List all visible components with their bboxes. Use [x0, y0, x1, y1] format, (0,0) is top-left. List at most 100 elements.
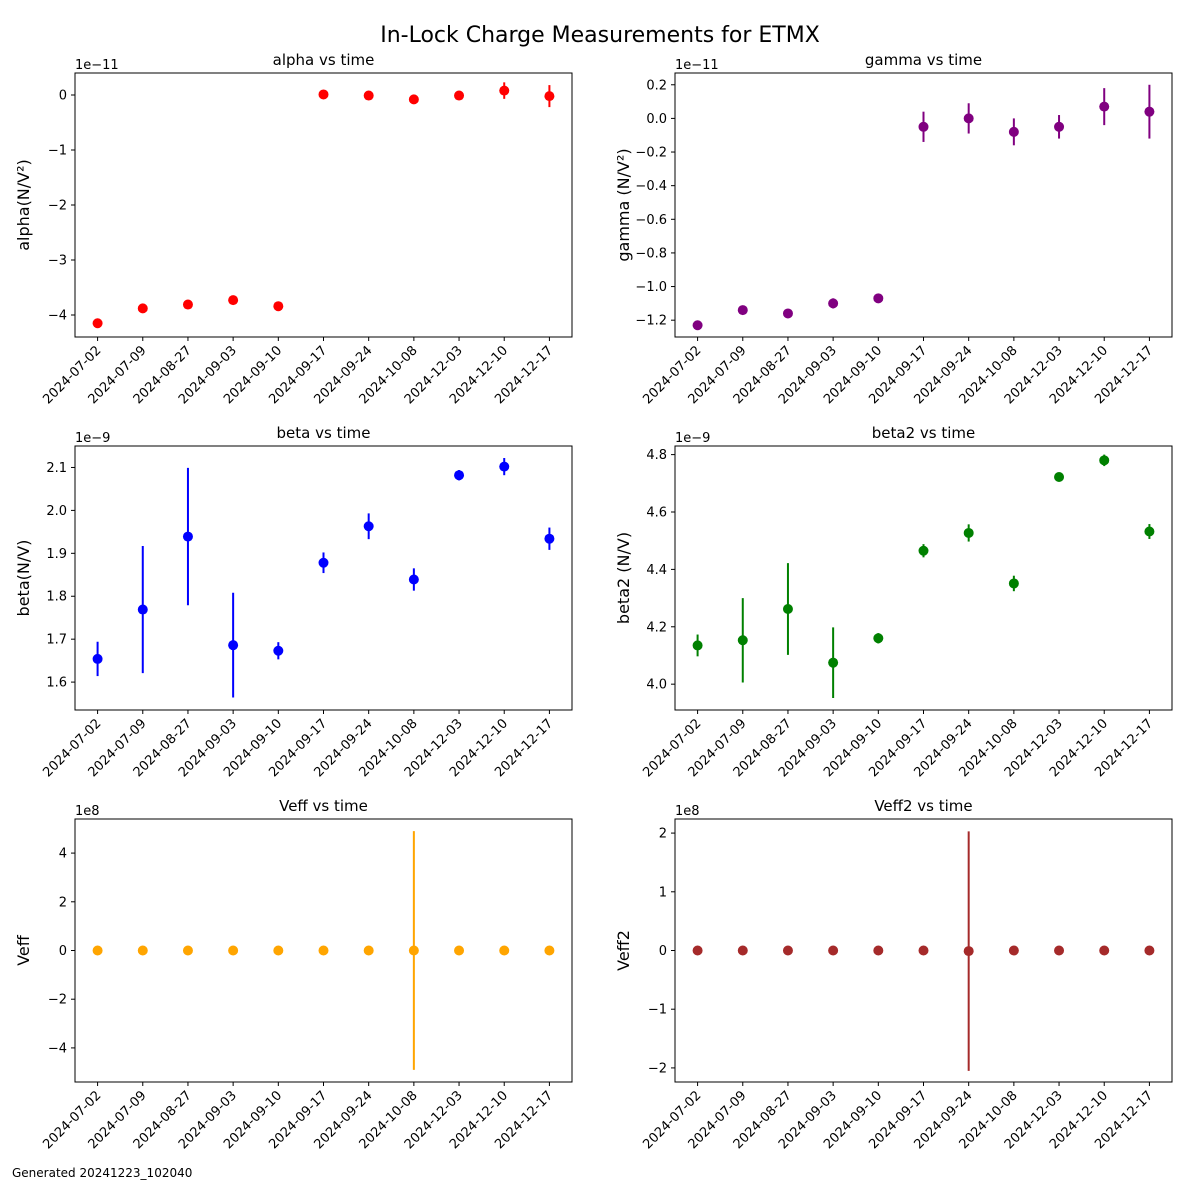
data-point — [1008, 945, 1019, 956]
data-point — [737, 305, 748, 316]
subplot-title: Veff vs time — [279, 797, 368, 815]
y-tick-label: 2.1 — [46, 461, 67, 476]
data-point — [692, 320, 703, 331]
data-point — [228, 640, 239, 651]
y-axis-label: Veff2 — [614, 930, 633, 971]
subplot-4: beta2 vs time 1e−9 4.0 4.2 4.4 4.6 4.8 beta2 (N… — [614, 424, 1173, 780]
data-point — [408, 94, 419, 105]
subplot-title: Veff2 vs time — [874, 797, 972, 815]
data-point — [692, 640, 703, 651]
y-tick-label: −1 — [648, 1003, 667, 1018]
axis-offset-label: 1e−9 — [75, 431, 110, 446]
y-axis-label: beta(N/V) — [14, 540, 33, 617]
axis-offset-label: 1e−9 — [675, 431, 710, 446]
data-point — [408, 574, 419, 585]
y-tick-label: 4.4 — [646, 563, 667, 578]
y-axis-label: beta2 (N/V) — [614, 532, 633, 624]
data-point — [408, 945, 419, 956]
data-point — [182, 299, 193, 310]
y-tick-label: 4.8 — [646, 448, 667, 463]
data-point — [1008, 126, 1019, 137]
y-tick-label: −0.2 — [635, 146, 667, 161]
data-point — [273, 645, 284, 656]
y-tick-label: 0 — [59, 944, 67, 959]
y-tick-label: 0.2 — [646, 78, 667, 93]
data-point — [873, 945, 884, 956]
y-tick-label: 2.0 — [46, 504, 67, 519]
y-tick-label: −4 — [48, 1041, 67, 1056]
subplot-title: beta vs time — [277, 424, 371, 442]
y-tick-label: 4 — [59, 847, 67, 862]
subplot-1: alpha vs time1e−11−4−3−2−10alpha(N/V²)20… — [14, 51, 573, 407]
subplot-3: beta vs time 1e−9 1.6 1.7 1.8 1.9 2.0 2.1 beta(N… — [14, 424, 573, 780]
data-point — [273, 945, 284, 956]
data-point — [737, 635, 748, 646]
data-point — [363, 90, 374, 101]
y-tick-label: −0.6 — [635, 213, 667, 228]
figure-suptitle: In-Lock Charge Measurements for ETMX — [380, 23, 820, 48]
y-tick-label: −3 — [48, 254, 67, 269]
y-tick-label: −2 — [48, 993, 67, 1008]
data-point — [918, 945, 929, 956]
y-tick-label: 1.7 — [46, 633, 67, 648]
data-point — [92, 945, 103, 956]
axis-offset-label: 1e−11 — [75, 58, 119, 73]
data-point — [782, 603, 793, 614]
y-tick-label: −0.4 — [635, 179, 667, 194]
subplot-5: Veff vs time1e8−4−2024Veff2024-07-022024… — [14, 797, 573, 1152]
axis-offset-label: 1e8 — [675, 804, 700, 819]
data-point — [1054, 945, 1065, 956]
y-tick-label: 0.0 — [646, 112, 667, 127]
y-axis-label: alpha(N/V²) — [14, 159, 33, 251]
y-tick-label: 2 — [59, 895, 67, 910]
data-point — [828, 298, 839, 309]
subplot-2: gamma vs time 1e−11 −1.2 −1.0 −0.8 −0.6 −0.4 −0… — [614, 51, 1173, 407]
data-point — [873, 293, 884, 304]
data-point — [782, 945, 793, 956]
y-tick-label: 1.9 — [46, 547, 67, 562]
y-tick-label: 1.6 — [46, 676, 67, 691]
data-point — [499, 461, 510, 472]
data-point — [918, 545, 929, 556]
data-point — [1099, 101, 1110, 112]
data-point — [228, 295, 239, 306]
y-tick-label: 0 — [659, 944, 667, 959]
data-point — [499, 85, 510, 96]
data-point — [1099, 455, 1110, 466]
data-point — [273, 301, 284, 312]
subplot-6: Veff2 vs time1e8−2−1012Veff22024-07-0220… — [614, 797, 1173, 1152]
axes-frame — [74, 445, 573, 711]
data-series — [92, 82, 555, 329]
y-tick-label: 0 — [59, 89, 67, 104]
data-point — [137, 303, 148, 314]
data-point — [873, 633, 884, 644]
subplot-title: alpha vs time — [273, 51, 375, 69]
y-tick-label: 2 — [659, 827, 667, 842]
y-tick-label: 4.2 — [646, 620, 667, 635]
data-series — [692, 454, 1155, 698]
data-point — [318, 89, 329, 100]
data-point — [499, 945, 510, 956]
data-point — [92, 318, 103, 329]
subplot-grid: alpha vs time 1e−11 −4 −3 −2 −1 0 alpha(N/V²) 2 0… — [14, 51, 1173, 1152]
data-point — [318, 945, 329, 956]
data-point — [963, 113, 974, 124]
data-point — [918, 121, 929, 132]
data-point — [454, 470, 465, 481]
data-point — [1144, 526, 1155, 537]
data-point — [1144, 945, 1155, 956]
y-tick-label: −1 — [48, 144, 67, 159]
axis-offset-label: 1e−11 — [675, 58, 719, 73]
y-tick-label: −4 — [48, 309, 67, 324]
data-point — [454, 945, 465, 956]
y-tick-label: −2 — [48, 199, 67, 214]
data-point — [363, 521, 374, 532]
y-axis-label: Veff — [14, 934, 33, 966]
data-point — [182, 945, 193, 956]
data-point — [828, 945, 839, 956]
y-tick-label: 1.8 — [46, 590, 67, 605]
data-point — [737, 945, 748, 956]
data-point — [1144, 106, 1155, 117]
data-point — [228, 945, 239, 956]
